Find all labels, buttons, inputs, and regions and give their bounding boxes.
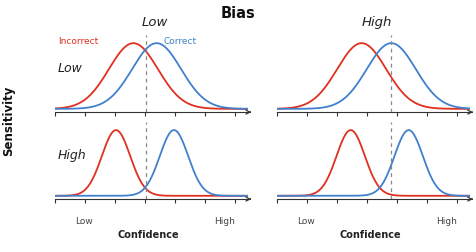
Text: Sensitivity: Sensitivity	[2, 86, 15, 156]
Text: Low: Low	[58, 62, 83, 75]
Text: High: High	[361, 16, 391, 29]
Text: Correct: Correct	[163, 37, 196, 46]
Text: Low: Low	[142, 16, 168, 29]
Text: High: High	[58, 149, 87, 162]
Text: Low: Low	[296, 217, 314, 226]
Text: High: High	[214, 217, 235, 226]
Text: Bias: Bias	[221, 6, 255, 21]
Text: Incorrect: Incorrect	[58, 37, 98, 46]
Text: Low: Low	[75, 217, 92, 226]
Text: High: High	[436, 217, 456, 226]
Text: Confidence: Confidence	[117, 230, 178, 240]
Text: Confidence: Confidence	[338, 230, 400, 240]
